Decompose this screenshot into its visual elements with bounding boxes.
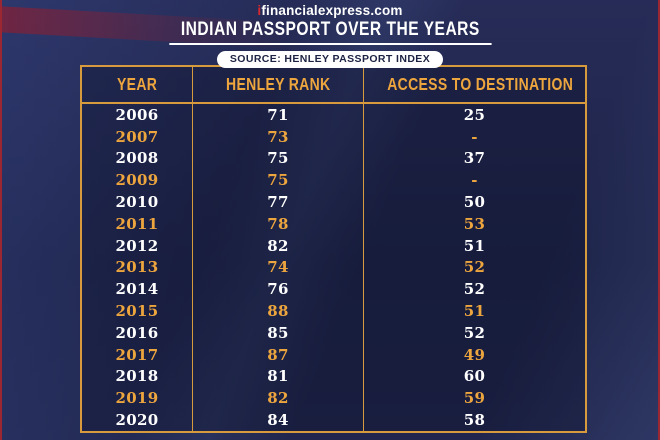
table-body: 2006 71 25 2007 73 - 2008 75 37 2009 75 … [82, 104, 585, 431]
rank-cell: 85 [192, 321, 363, 344]
rank-cell: 84 [192, 409, 363, 431]
rank-cell: 82 [192, 387, 363, 410]
access-cell: 37 [363, 147, 585, 170]
table-row: 2012 82 51 [82, 234, 585, 257]
table-row: 2010 77 50 [82, 191, 585, 213]
access-cell: 25 [363, 104, 585, 126]
source-badge: SOURCE: HENLEY PASSPORT INDEX [216, 50, 444, 69]
badge-wrap: SOURCE: HENLEY PASSPORT INDEX [2, 49, 658, 69]
rank-cell: 82 [192, 234, 363, 257]
access-cell: 50 [363, 191, 585, 213]
rank-cell: 75 [192, 147, 363, 170]
access-cell: 52 [363, 256, 585, 279]
access-cell: 52 [363, 278, 585, 301]
header-access-label: ACCESS TO DESTINATION [387, 74, 574, 94]
table-row: 2013 74 52 [82, 256, 585, 279]
table-row: 2014 76 52 [82, 278, 585, 301]
access-cell: 60 [363, 365, 585, 388]
table-row: 2008 75 37 [82, 147, 585, 170]
table-row: 2018 81 60 [82, 365, 585, 388]
table-row: 2009 75 - [82, 169, 585, 192]
year-cell: 2011 [115, 214, 159, 233]
title-wrap: INDIAN PASSPORT OVER THE YEARS [2, 20, 658, 45]
year-cell: 2006 [115, 105, 159, 124]
year-cell: 2008 [115, 149, 159, 168]
rank-cell: 77 [192, 191, 363, 213]
table-row: 2006 71 25 [82, 104, 585, 126]
rank-cell: 73 [192, 125, 363, 148]
year-cell: 2020 [115, 411, 159, 430]
access-cell: 53 [363, 212, 585, 235]
rank-cell: 76 [192, 278, 363, 301]
table-row: 2016 85 52 [82, 321, 585, 344]
year-cell: 2014 [115, 280, 159, 299]
access-cell: 58 [363, 409, 585, 431]
access-cell: 59 [363, 387, 585, 410]
year-cell: 2013 [115, 258, 159, 277]
year-cell: 2007 [115, 127, 159, 146]
rank-cell: 74 [192, 256, 363, 279]
masthead: ifinancialexpress.com INDIAN PASSPORT OV… [2, 0, 658, 69]
rank-cell: 75 [192, 169, 363, 192]
table-header-row: YEAR HENLEY RANK ACCESS TO DESTINATION [82, 67, 585, 104]
header-year: YEAR [82, 67, 192, 102]
table-row: 2007 73 - [82, 125, 585, 148]
access-cell: - [363, 125, 585, 148]
year-cell: 2012 [115, 236, 159, 255]
access-cell: 52 [363, 321, 585, 344]
year-cell: 2010 [115, 193, 159, 212]
rank-cell: 78 [192, 212, 363, 235]
passport-table: YEAR HENLEY RANK ACCESS TO DESTINATION 2… [80, 65, 587, 433]
header-henley-rank-label: HENLEY RANK [225, 74, 331, 94]
header-henley-rank: HENLEY RANK [192, 67, 363, 102]
access-cell: 49 [363, 343, 585, 366]
header-year-label: YEAR [116, 74, 158, 94]
logo-text: financialexpress.com [261, 3, 403, 18]
rank-cell: 81 [192, 365, 363, 388]
table-row: 2011 78 53 [82, 212, 585, 235]
financialexpress-logo: ifinancialexpress.com [2, 3, 658, 18]
table-row: 2015 88 51 [82, 300, 585, 322]
year-cell: 2018 [115, 367, 159, 386]
header-access-to-destination: ACCESS TO DESTINATION [363, 67, 596, 102]
year-cell: 2019 [115, 389, 159, 408]
year-cell: 2017 [115, 345, 159, 364]
year-cell: 2015 [115, 302, 159, 321]
access-cell: 51 [363, 300, 585, 322]
table-row: 2017 87 49 [82, 343, 585, 366]
year-cell: 2009 [115, 171, 159, 190]
table-row: 2019 82 59 [82, 387, 585, 410]
table-row: 2020 84 58 [82, 409, 585, 431]
year-cell: 2016 [115, 323, 159, 342]
rank-cell: 87 [192, 343, 363, 366]
rank-cell: 88 [192, 300, 363, 322]
access-cell: 51 [363, 234, 585, 257]
rank-cell: 71 [192, 104, 363, 126]
page-title: INDIAN PASSPORT OVER THE YEARS [169, 20, 491, 45]
access-cell: - [363, 169, 585, 192]
